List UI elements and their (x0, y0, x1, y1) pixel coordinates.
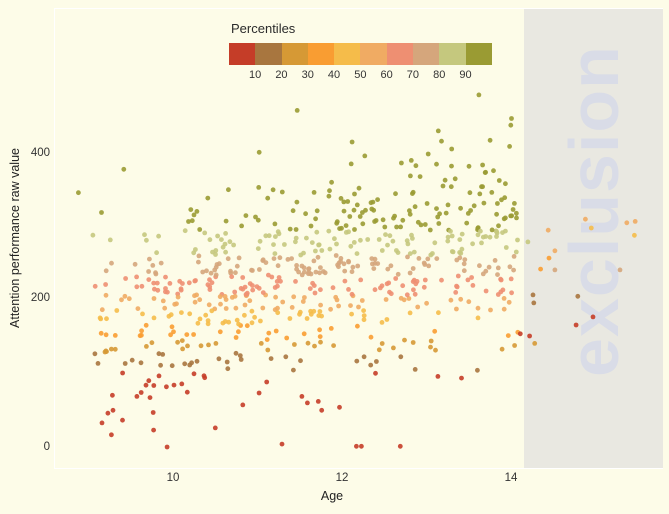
legend-color-swatch (334, 43, 361, 65)
legend-tick: 60 (380, 69, 393, 81)
exclusion-label: exclusion (554, 45, 633, 377)
exclusion-region: exclusion (524, 9, 663, 468)
legend-color-swatch (281, 43, 308, 65)
y-axis-tick-0: 0 (43, 441, 50, 453)
legend-color-swatch (229, 43, 256, 65)
y-axis-tick-200: 200 (30, 292, 50, 304)
legend-color-swatch (307, 43, 335, 65)
x-axis-tick-12: 12 (335, 472, 349, 484)
legend-tick: 40 (327, 69, 341, 81)
x-axis-title: Age (320, 489, 344, 503)
legend-color-swatch (255, 43, 282, 65)
legend-tick: 90 (459, 69, 472, 81)
legend-tick: 10 (249, 69, 262, 81)
x-axis-tick-14: 14 (504, 472, 518, 484)
legend-tick-labels: 10 20 30 40 50 60 70 80 90 (242, 69, 479, 81)
legend-color-swatch (413, 43, 440, 65)
y-axis-tick-400: 400 (30, 147, 50, 159)
legend-colorbar (229, 43, 492, 65)
legend-color-swatch (386, 43, 414, 65)
legend-tick: 20 (275, 69, 288, 81)
y-axis-title: Attention performance raw value (8, 148, 22, 328)
legend-tick: 50 (354, 69, 367, 81)
plot-panel: exclusion (54, 8, 663, 469)
legend-color-swatch (439, 43, 466, 65)
legend-color-swatch (360, 43, 387, 65)
legend-tick: 30 (301, 69, 314, 81)
legend-tick: 80 (433, 69, 446, 81)
legend-color-swatch (465, 43, 492, 65)
legend-tick: 70 (406, 69, 420, 81)
legend-title: Percentiles (231, 21, 296, 36)
x-axis-tick-10: 10 (166, 472, 180, 484)
